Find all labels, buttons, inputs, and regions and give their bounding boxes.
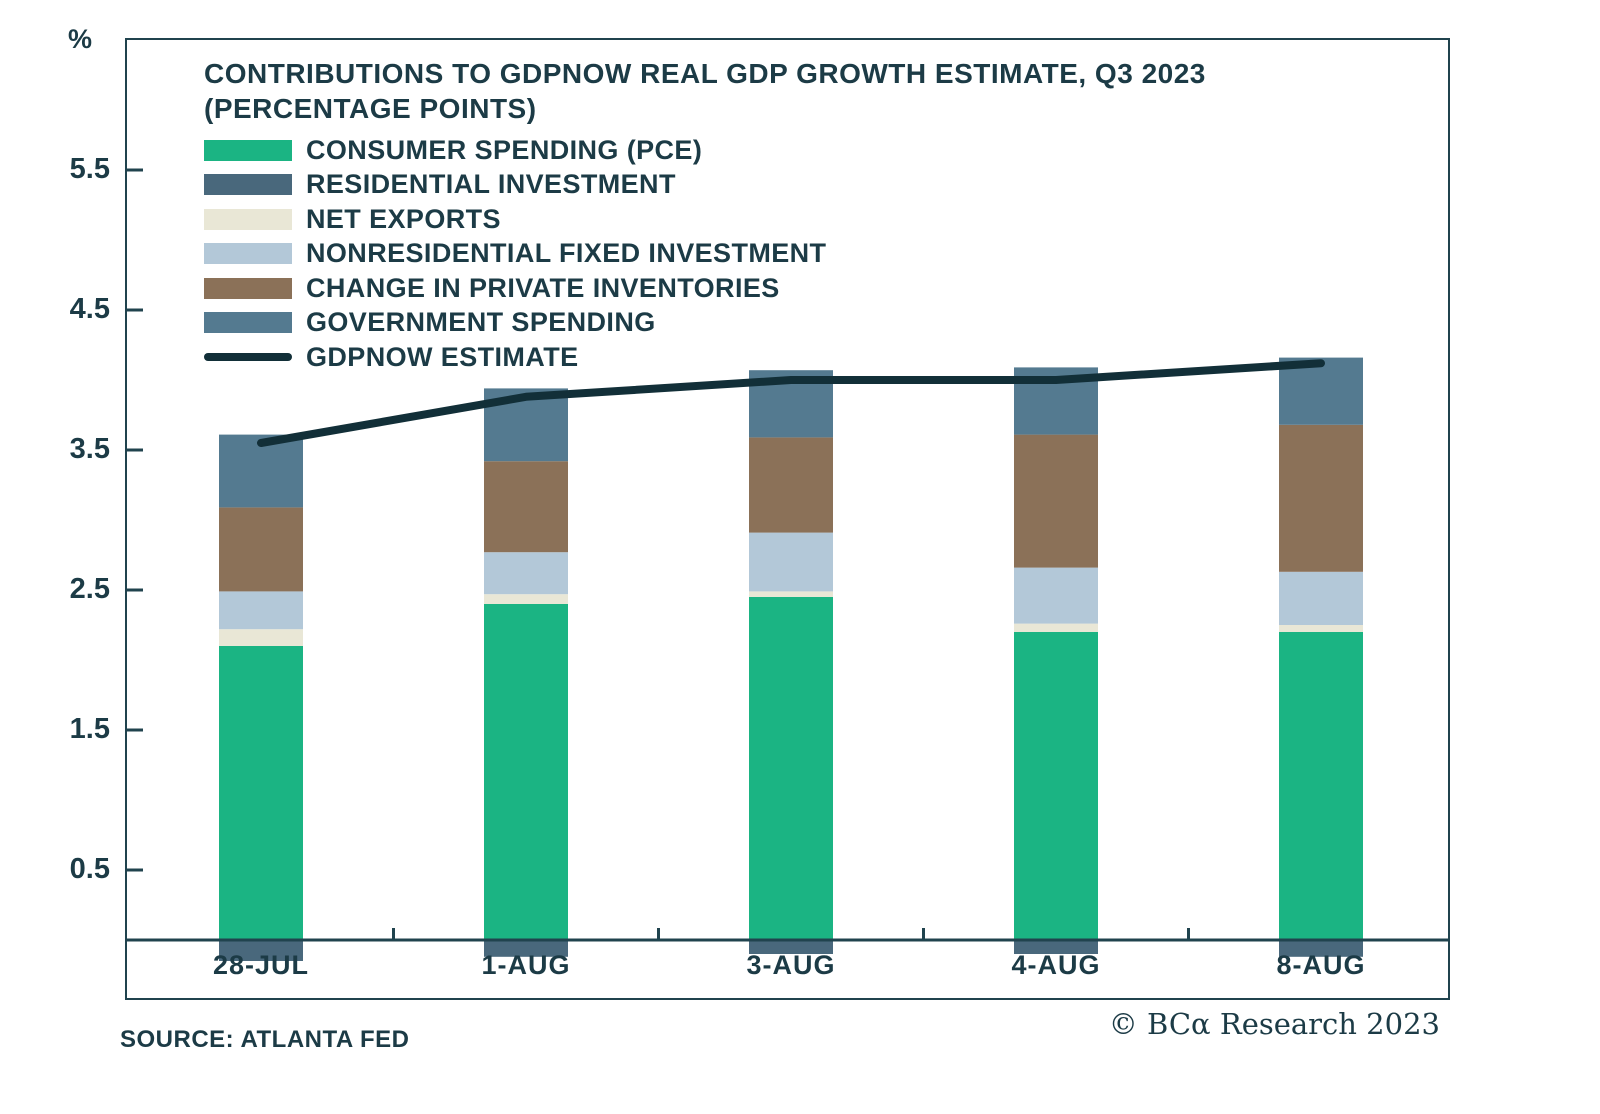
legend-line-swatch bbox=[204, 347, 292, 368]
x-axis-label: 3-AUG bbox=[746, 950, 836, 980]
source-note: SOURCE: ATLANTA FED bbox=[120, 1026, 410, 1053]
bar-segment bbox=[484, 461, 568, 553]
bar-segment bbox=[749, 940, 833, 954]
x-axis-label: 1-AUG bbox=[481, 950, 571, 980]
legend-item: RESIDENTIAL INVESTMENT bbox=[204, 168, 1384, 203]
x-axis-label: 8-AUG bbox=[1276, 950, 1366, 980]
chart-title: CONTRIBUTIONS TO GDPNOW REAL GDP GROWTH … bbox=[204, 56, 1384, 126]
legend-color-swatch bbox=[204, 208, 292, 230]
chart-canvas bbox=[127, 168, 1448, 961]
legend: CONTRIBUTIONS TO GDPNOW REAL GDP GROWTH … bbox=[204, 56, 1384, 375]
bar-segment bbox=[219, 507, 303, 592]
bar-segment bbox=[1014, 632, 1098, 940]
bar-segment bbox=[749, 532, 833, 592]
bar-segment bbox=[1014, 623, 1098, 632]
legend-label: GOVERNMENT SPENDING bbox=[306, 307, 656, 338]
legend-item: CONSUMER SPENDING (PCE) bbox=[204, 133, 1384, 168]
y-tick-label: 2.5 bbox=[69, 573, 110, 605]
gdpnow-line-sample bbox=[204, 353, 292, 362]
legend-label: CHANGE IN PRIVATE INVENTORIES bbox=[306, 272, 780, 303]
y-tick-label: 3.5 bbox=[69, 433, 110, 465]
legend-color-swatch bbox=[204, 277, 292, 299]
x-axis-label: 4-AUG bbox=[1011, 950, 1101, 980]
legend-label: NONRESIDENTIAL FIXED INVESTMENT bbox=[306, 238, 827, 269]
legend-color-swatch bbox=[204, 243, 292, 265]
legend-item: NET EXPORTS bbox=[204, 202, 1384, 237]
y-tick-label: 5.5 bbox=[69, 153, 110, 185]
bar-segment bbox=[484, 552, 568, 595]
y-axis-unit-label: % bbox=[68, 24, 93, 54]
bar-segment bbox=[1279, 424, 1363, 572]
legend-item: GOVERNMENT SPENDING bbox=[204, 306, 1384, 341]
legend-label: RESIDENTIAL INVESTMENT bbox=[306, 169, 676, 200]
bar-segment bbox=[219, 629, 303, 646]
x-axis-label: 28-JUL bbox=[212, 950, 310, 980]
bar-segment bbox=[219, 940, 303, 961]
bar-segment bbox=[1279, 625, 1363, 632]
bar-segment bbox=[1014, 567, 1098, 624]
bar-segment bbox=[484, 604, 568, 940]
legend-item: CHANGE IN PRIVATE INVENTORIES bbox=[204, 271, 1384, 306]
y-tick-label: 0.5 bbox=[69, 853, 110, 885]
bar-segment bbox=[484, 940, 568, 957]
legend-label: GDPNOW ESTIMATE bbox=[306, 341, 579, 372]
gdpnow-estimate-line bbox=[257, 359, 1325, 447]
bar-segment bbox=[1014, 940, 1098, 954]
bar-segment bbox=[219, 591, 303, 630]
chart-frame bbox=[125, 38, 1450, 1000]
chart-title-line2: (PERCENTAGE POINTS) bbox=[204, 93, 537, 124]
bar-segment bbox=[1014, 434, 1098, 568]
legend-label: CONSUMER SPENDING (PCE) bbox=[306, 134, 703, 165]
bar-segment bbox=[219, 646, 303, 940]
bar-segment bbox=[1279, 632, 1363, 940]
bar-segment bbox=[749, 591, 833, 597]
legend-item: NONRESIDENTIAL FIXED INVESTMENT bbox=[204, 237, 1384, 272]
y-tick-label: 1.5 bbox=[69, 713, 110, 745]
bar-segment bbox=[749, 597, 833, 940]
y-tick-label: 4.5 bbox=[69, 293, 110, 325]
legend-item: GDPNOW ESTIMATE bbox=[204, 340, 1384, 375]
legend-color-swatch bbox=[204, 174, 292, 196]
legend-items: CONSUMER SPENDING (PCE) RESIDENTIAL INVES… bbox=[204, 133, 1384, 375]
chart-title-line1: CONTRIBUTIONS TO GDPNOW REAL GDP GROWTH … bbox=[204, 58, 1206, 89]
bar-segment bbox=[1279, 940, 1363, 957]
bar-segment bbox=[749, 437, 833, 533]
legend-color-swatch bbox=[204, 312, 292, 334]
legend-color-swatch bbox=[204, 139, 292, 161]
legend-label: NET EXPORTS bbox=[306, 203, 501, 234]
copyright: © BCα Research 2023 bbox=[1108, 1007, 1440, 1041]
bar-segment bbox=[1279, 571, 1363, 625]
bar-segment bbox=[484, 594, 568, 604]
